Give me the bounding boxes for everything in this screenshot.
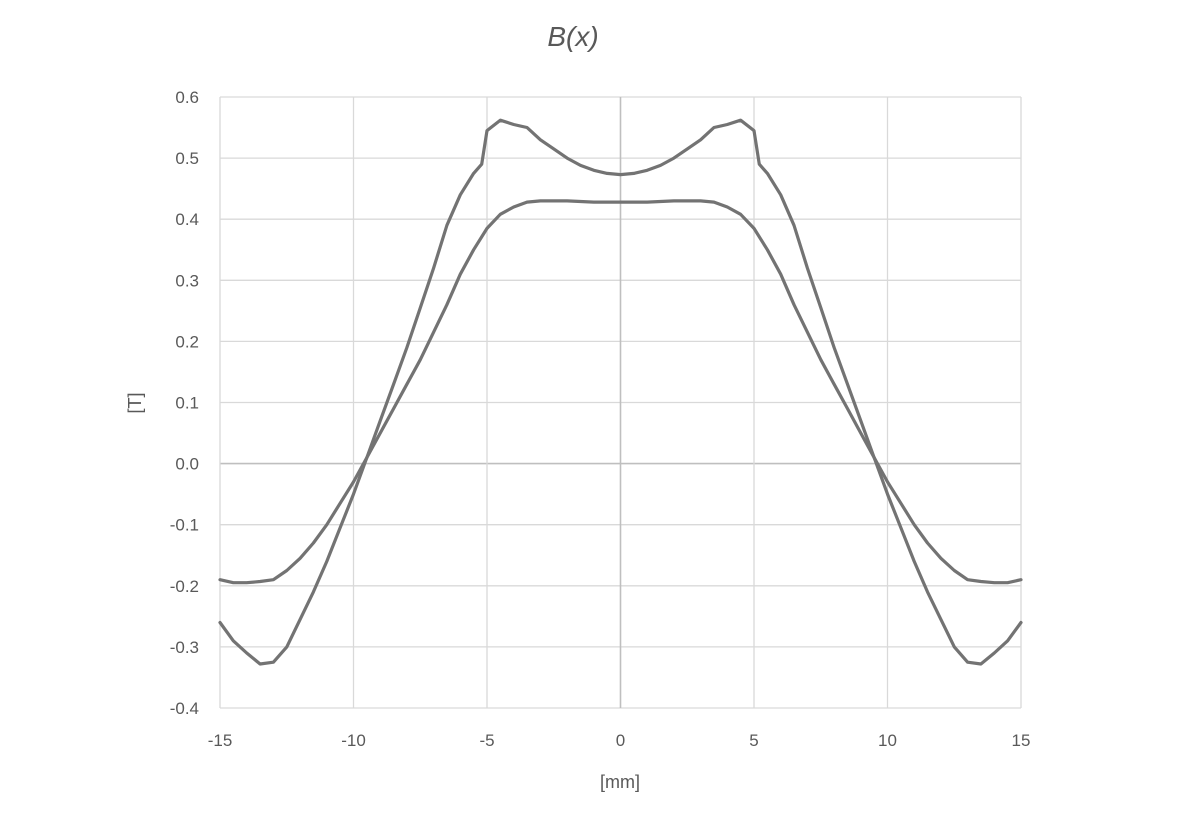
x-tick-label: -10 [341,731,366,750]
y-tick-label: -0.3 [170,638,199,657]
y-tick-label: 0.6 [175,88,199,107]
series-line-1 [218,199,1023,585]
y-tick-label: -0.2 [170,577,199,596]
y-tick-label: 0.3 [175,271,199,290]
x-tick-label: -15 [208,731,233,750]
x-tick-label: 5 [749,731,758,750]
y-tick-label: 0.1 [175,394,199,413]
y-tick-label: -0.1 [170,516,199,535]
y-tick-label: 0.5 [175,149,199,168]
y-tick-label: 0.4 [175,210,199,229]
x-axis-tick-labels: -15 -10 -5 0 5 10 15 [208,731,1031,750]
x-tick-label: 0 [616,731,625,750]
y-tick-label: 0.2 [175,332,199,351]
y-tick-label: -0.4 [170,699,199,718]
x-axis-title: [mm] [600,772,640,792]
y-tick-label: 0.0 [175,455,199,474]
x-tick-label: 15 [1012,731,1031,750]
x-tick-label: 10 [878,731,897,750]
grid [219,96,1022,709]
y-axis-tick-labels: -0.4 -0.3 -0.2 -0.1 0.0 0.1 0.2 0.3 0.4 0.5 0.6 [170,88,199,718]
x-tick-label: -5 [479,731,494,750]
series-line-2 [218,118,1023,666]
series-layer [218,118,1023,666]
y-axis-title: [T] [125,393,145,414]
chart-title: B(x) [547,21,598,52]
